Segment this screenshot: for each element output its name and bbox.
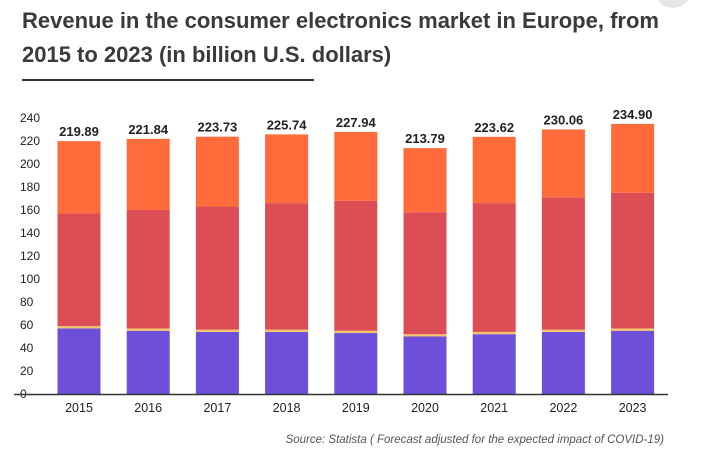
x-tick-label: 2016 — [134, 401, 162, 415]
bar-segment — [611, 123, 655, 193]
bar-segment — [472, 334, 516, 394]
bar-total-label: 219.89 — [59, 124, 99, 139]
bar-segment — [334, 333, 378, 394]
bar-segment — [541, 331, 585, 394]
y-tick-label: 100 — [20, 272, 40, 286]
y-tick-label: 60 — [20, 318, 34, 332]
x-tick-label: 2020 — [411, 401, 439, 415]
x-tick-label: 2022 — [549, 401, 577, 415]
x-tick-label: 2023 — [619, 401, 647, 415]
bar-segment — [472, 136, 516, 204]
x-tick-label: 2017 — [203, 401, 231, 415]
bar-total-label: 221.84 — [128, 122, 169, 137]
y-tick-label: 20 — [20, 364, 34, 378]
bar-segment — [472, 203, 516, 332]
bar-total-label: 225.74 — [267, 117, 308, 132]
y-tick-label: 180 — [20, 180, 40, 194]
bar-segment — [403, 334, 447, 337]
bar-segment — [57, 213, 101, 327]
bar-segment — [403, 212, 447, 335]
x-tick-label: 2019 — [342, 401, 370, 415]
bar-segment — [541, 129, 585, 198]
bar-segment — [403, 336, 447, 394]
chart-title: Revenue in the consumer electronics mark… — [22, 8, 659, 67]
bar-segment — [195, 206, 239, 330]
y-tick-label: 160 — [20, 203, 40, 217]
bar-segment — [195, 331, 239, 394]
bar-segment — [334, 131, 378, 201]
bar-segment — [126, 210, 170, 329]
corner-decoration — [655, 0, 691, 8]
title-underline — [22, 79, 314, 81]
bar-segment — [195, 136, 239, 207]
bar-segment — [541, 329, 585, 332]
bar-total-label: 213.79 — [405, 131, 445, 146]
y-tick-label: 140 — [20, 226, 40, 240]
bar-segment — [265, 203, 309, 330]
bar-total-label: 223.73 — [198, 120, 238, 135]
bar-segment — [265, 329, 309, 332]
bar-segment — [57, 328, 101, 394]
bar-total-label: 234.90 — [613, 107, 653, 122]
bar-total-label: 223.62 — [474, 120, 514, 135]
bar-segment — [195, 329, 239, 332]
bar-segment — [57, 141, 101, 214]
y-tick-label: 120 — [20, 249, 40, 263]
bar-segment — [541, 197, 585, 330]
bar-total-label: 227.94 — [336, 115, 377, 130]
y-tick-label: 240 — [20, 111, 40, 125]
x-tick-label: 2021 — [480, 401, 508, 415]
bar-segment — [126, 330, 170, 394]
y-tick-label: 40 — [20, 341, 34, 355]
bar-segment — [57, 326, 101, 329]
y-tick-label: 80 — [20, 295, 34, 309]
y-tick-label: 200 — [20, 157, 40, 171]
bar-segment — [265, 134, 309, 204]
y-tick-label: 220 — [20, 134, 40, 148]
bar-segment — [403, 148, 447, 213]
bar-segment — [126, 328, 170, 331]
x-tick-label: 2015 — [65, 401, 93, 415]
bar-segment — [611, 192, 655, 329]
bar-segment — [611, 330, 655, 394]
bar-segment — [126, 138, 170, 210]
bar-segment — [265, 331, 309, 394]
bar-segment — [334, 330, 378, 334]
bar-segment — [611, 328, 655, 331]
bar-segment — [472, 331, 516, 335]
source-note: Source: Statista ( Forecast adjusted for… — [285, 434, 664, 446]
bar-total-label: 230.06 — [544, 112, 584, 127]
bar-segment — [334, 200, 378, 331]
x-tick-label: 2018 — [273, 401, 301, 415]
